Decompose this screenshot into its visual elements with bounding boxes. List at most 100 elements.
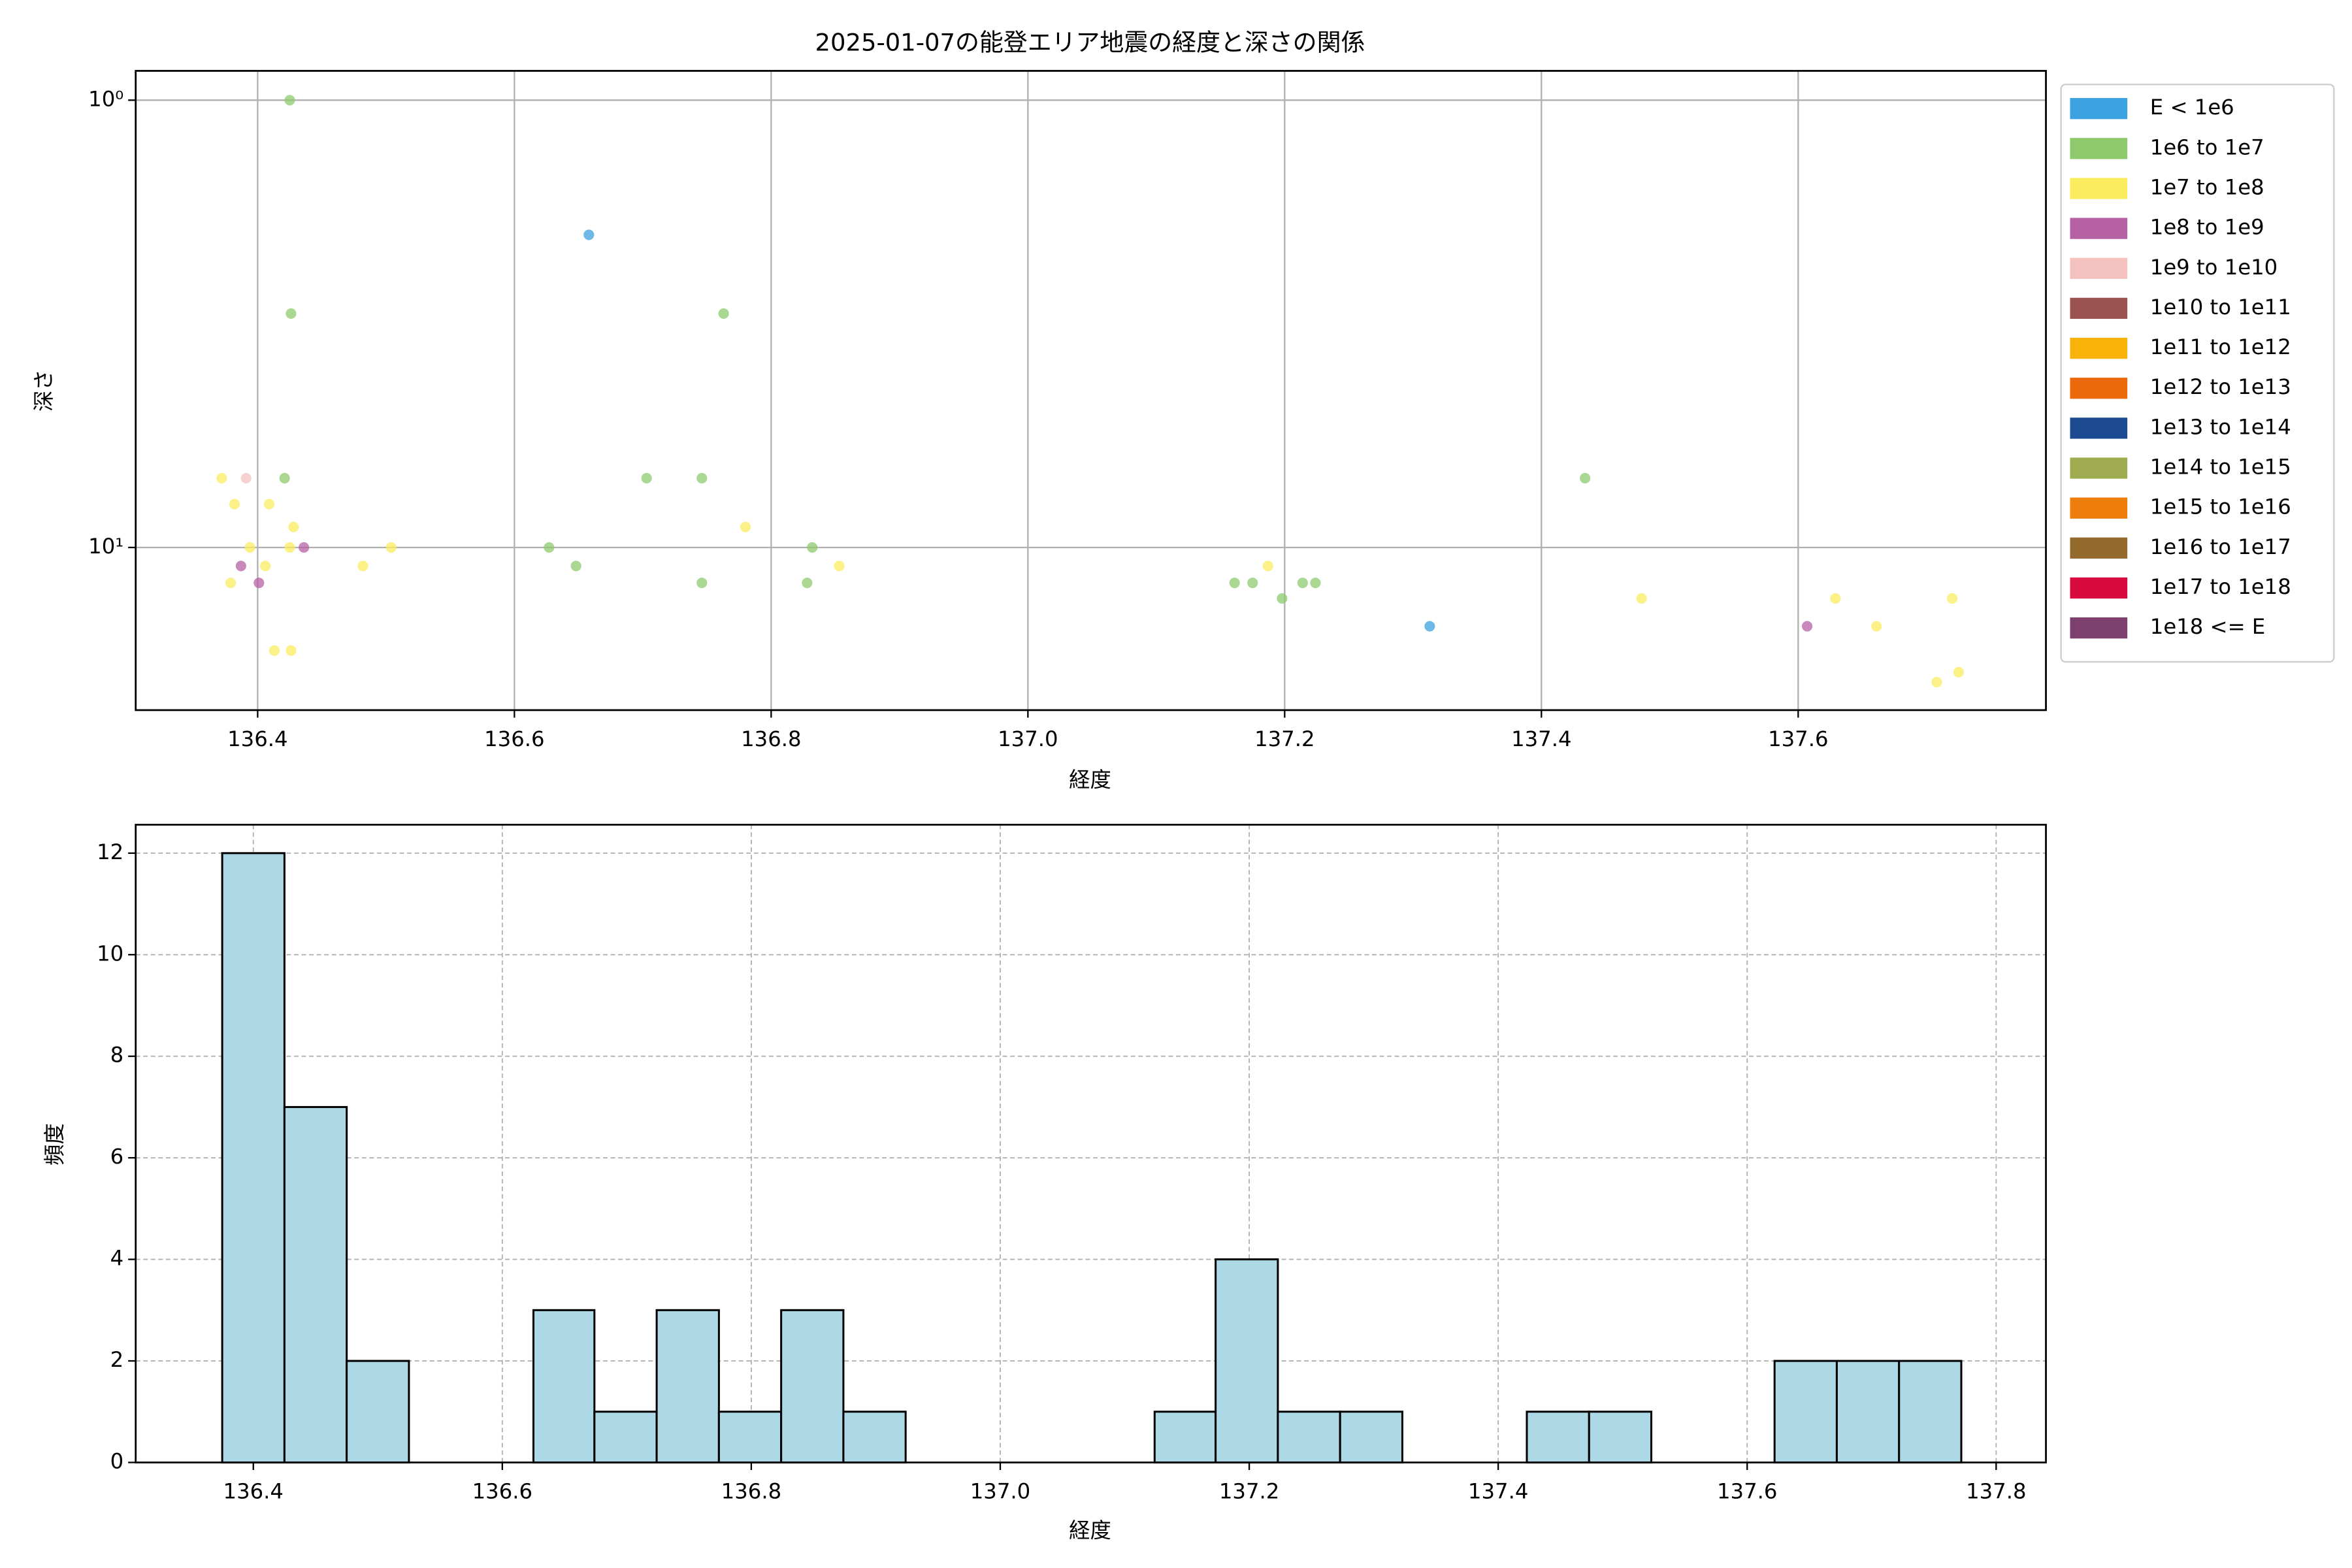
- chart-title: 2025-01-07の能登エリア地震の経度と深さの関係: [815, 28, 1365, 56]
- legend-swatch: [2070, 178, 2128, 199]
- x-axis-label: 経度: [1069, 1518, 1111, 1543]
- point: [583, 229, 595, 240]
- bar: [1898, 1360, 1963, 1463]
- bar: [780, 1309, 845, 1463]
- legend-swatch: [2070, 617, 2128, 639]
- legend-swatch: [2070, 257, 2128, 279]
- point: [284, 542, 295, 553]
- legend-label: 1e16 to 1e17: [2150, 534, 2291, 559]
- point: [641, 472, 652, 483]
- bar: [717, 1411, 783, 1463]
- point: [263, 498, 275, 510]
- point: [544, 542, 555, 553]
- bar: [532, 1309, 596, 1463]
- x-tick-label: 137.0: [970, 1479, 1030, 1504]
- bar: [1153, 1411, 1217, 1463]
- legend-box: [2060, 84, 2335, 663]
- legend-label: 1e13 to 1e14: [2150, 414, 2291, 439]
- y-tick-label: 0: [110, 1448, 124, 1473]
- point: [357, 561, 368, 572]
- bar: [1773, 1360, 1838, 1463]
- y-tick-label: 10¹: [88, 534, 123, 559]
- point: [696, 472, 708, 483]
- x-tick-label: 137.8: [1966, 1479, 2026, 1504]
- point: [225, 578, 237, 589]
- legend-label: 1e6 to 1e7: [2150, 135, 2264, 159]
- point: [1229, 578, 1240, 589]
- legend-label: 1e10 to 1e11: [2150, 295, 2291, 319]
- point: [229, 498, 240, 510]
- legend-swatch: [2070, 457, 2128, 479]
- point: [1247, 578, 1258, 589]
- point: [834, 561, 845, 572]
- y-tick-label: 10⁰: [88, 86, 123, 111]
- y-axis-label: 深さ: [31, 369, 56, 412]
- legend-swatch: [2070, 537, 2128, 559]
- point: [1947, 593, 1958, 604]
- legend-label: 1e12 to 1e13: [2150, 374, 2291, 399]
- legend-swatch: [2070, 577, 2128, 599]
- x-tick-label: 136.4: [227, 727, 287, 751]
- point: [1297, 578, 1308, 589]
- x-tick-label: 136.6: [484, 727, 544, 751]
- y-tick-label: 12: [97, 840, 123, 864]
- point: [1636, 593, 1647, 604]
- bar: [1588, 1411, 1653, 1463]
- point: [740, 521, 751, 532]
- bar: [1526, 1411, 1590, 1463]
- bar: [593, 1411, 658, 1463]
- legend-swatch: [2070, 337, 2128, 359]
- legend-label: 1e17 to 1e18: [2150, 574, 2291, 599]
- point: [570, 561, 581, 572]
- point: [1310, 578, 1321, 589]
- x-tick-label: 137.2: [1254, 727, 1315, 751]
- legend-swatch: [2070, 98, 2128, 120]
- legend-swatch: [2070, 378, 2128, 399]
- legend-swatch: [2070, 497, 2128, 519]
- x-tick-label: 137.6: [1768, 727, 1828, 751]
- point: [1801, 621, 1813, 632]
- y-tick-label: 10: [97, 941, 123, 966]
- bar: [1215, 1258, 1279, 1463]
- bar: [842, 1411, 907, 1463]
- legend-label: 1e7 to 1e8: [2150, 174, 2264, 199]
- point: [253, 578, 265, 589]
- x-tick-label: 137.6: [1717, 1479, 1777, 1504]
- point: [260, 561, 271, 572]
- bar: [1835, 1360, 1901, 1463]
- y-tick-label: 8: [110, 1043, 124, 1068]
- legend-label: E < 1e6: [2150, 95, 2234, 120]
- point: [1871, 621, 1882, 632]
- point: [235, 561, 246, 572]
- point: [1424, 621, 1435, 632]
- legend-swatch: [2070, 297, 2128, 319]
- legend-swatch: [2070, 138, 2128, 159]
- point: [385, 542, 397, 553]
- point: [286, 645, 297, 656]
- x-tick-label: 136.8: [741, 727, 801, 751]
- bar: [655, 1309, 720, 1463]
- point: [1277, 593, 1288, 604]
- legend-label: 1e18 <= E: [2150, 614, 2266, 639]
- point: [1931, 676, 1942, 688]
- legend-label: 1e11 to 1e12: [2150, 335, 2291, 359]
- point: [216, 472, 227, 483]
- plot-frame: [135, 823, 2047, 1463]
- legend-label: 1e15 to 1e16: [2150, 495, 2291, 519]
- x-tick-label: 136.6: [472, 1479, 532, 1504]
- point: [284, 95, 295, 106]
- legend-swatch: [2070, 218, 2128, 239]
- point: [269, 645, 280, 656]
- point: [807, 542, 818, 553]
- point: [279, 472, 290, 483]
- bar: [283, 1105, 348, 1463]
- y-tick-label: 2: [110, 1347, 124, 1372]
- point: [1953, 666, 1964, 678]
- point: [1262, 561, 1273, 572]
- y-tick-label: 6: [110, 1144, 124, 1169]
- y-tick-label: 4: [110, 1246, 124, 1271]
- y-axis-label: 頻度: [42, 1123, 67, 1166]
